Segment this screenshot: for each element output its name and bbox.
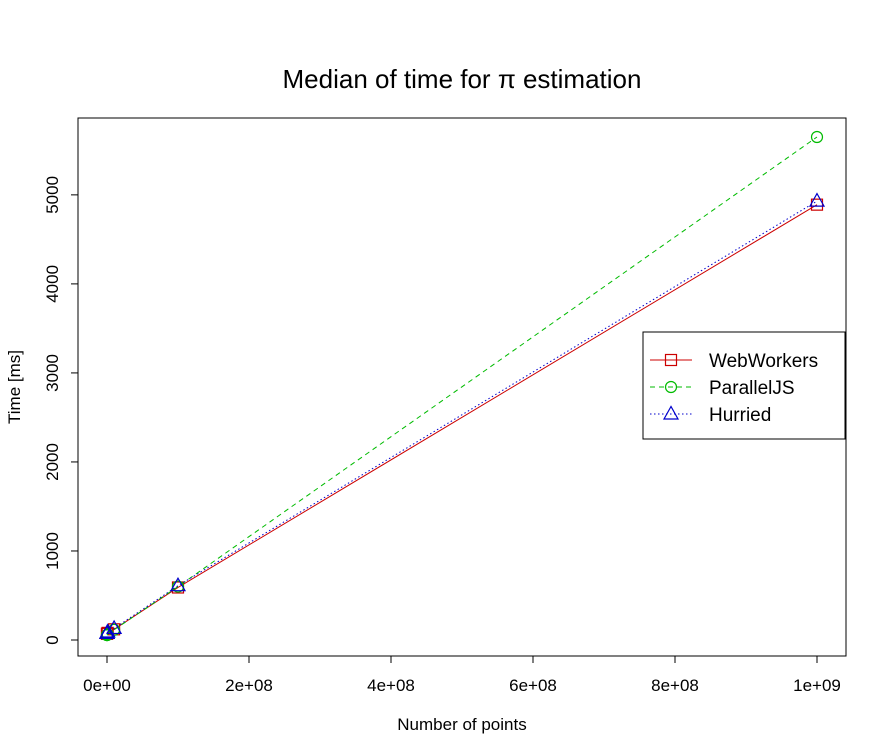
legend-item: WebWorkers	[650, 351, 818, 372]
legend-marker	[664, 380, 678, 394]
legend-item: Hurried	[650, 405, 771, 426]
data-point	[171, 580, 185, 593]
legend-marker	[662, 405, 680, 420]
x-tick-label: 0e+00	[83, 676, 131, 695]
x-tick-label: 1e+09	[793, 676, 841, 695]
data-point	[99, 623, 116, 638]
data-point	[810, 130, 824, 144]
y-tick-label: 2000	[43, 443, 62, 481]
y-tick-label: 1000	[43, 532, 62, 570]
y-tick-label: 5000	[43, 176, 62, 214]
legend-label: ParallelJS	[709, 378, 795, 399]
legend-item: ParallelJS	[650, 378, 795, 399]
legend-label: Hurried	[709, 405, 771, 426]
y-tick-label: 3000	[43, 354, 62, 392]
chart-title: Median of time for π estimation	[283, 64, 642, 94]
series-line	[106, 136, 818, 636]
y-tick-label: 0	[43, 635, 62, 644]
y-axis-label: Time [ms]	[5, 350, 24, 424]
series-hurried	[98, 192, 826, 639]
series-layer	[98, 130, 826, 642]
x-tick-label: 6e+08	[509, 676, 557, 695]
x-tick-label: 8e+08	[651, 676, 699, 695]
x-axis-label: Number of points	[397, 715, 526, 734]
x-tick-label: 2e+08	[225, 676, 273, 695]
data-point	[169, 576, 187, 592]
legend: WebWorkers ParallelJS Hurried	[642, 331, 846, 440]
data-point	[106, 619, 123, 635]
x-axis: 0e+00 2e+08 4e+08 6e+08 8e+08 1e+09	[83, 655, 841, 695]
y-axis: 0 1000 2000 3000 4000 5000	[43, 176, 79, 645]
data-point	[808, 192, 826, 207]
y-tick-label: 4000	[43, 265, 62, 303]
legend-marker	[664, 353, 678, 367]
legend-label: WebWorkers	[709, 351, 818, 372]
x-tick-label: 4e+08	[367, 676, 415, 695]
